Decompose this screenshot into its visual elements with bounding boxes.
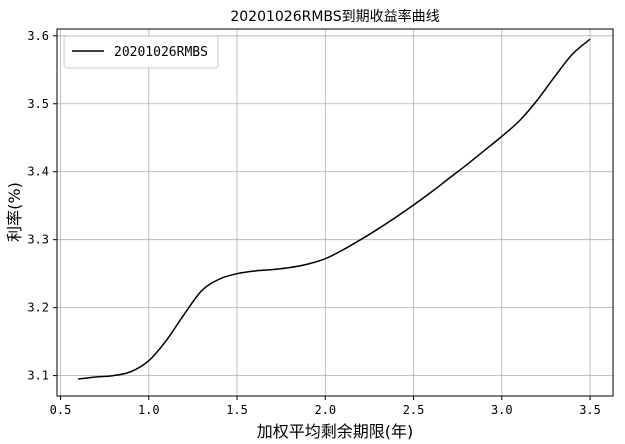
y-tick-label: 3.4 [27, 165, 49, 179]
x-tick-label: 3.0 [491, 403, 513, 417]
x-tick-label: 1.5 [226, 403, 248, 417]
series-layer [78, 38, 591, 380]
x-axis-label: 加权平均剩余期限(年) [257, 422, 414, 441]
x-tick-label: 3.5 [579, 403, 601, 417]
y-tick-label: 3.2 [27, 301, 49, 315]
plot-frame [56, 28, 614, 397]
x-tick-label: 2.0 [314, 403, 336, 417]
x-axis-ticks: 0.5 1.0 1.5 2.0 2.5 3.0 3.5 [50, 396, 601, 417]
legend: 20201026RMBS [63, 35, 219, 69]
y-tick-label: 3.5 [27, 97, 49, 111]
x-tick-label: 2.5 [403, 403, 425, 417]
series-line [78, 38, 591, 380]
x-tick-label: 1.0 [138, 403, 160, 417]
x-tick-label: 0.5 [50, 403, 72, 417]
y-tick-label: 3.1 [27, 369, 49, 383]
chart-title: 20201026RMBS到期收益率曲线 [230, 8, 439, 25]
legend-box [63, 35, 219, 69]
y-axis-ticks: 3.1 3.2 3.3 3.4 3.5 3.6 [27, 29, 57, 383]
y-tick-label: 3.3 [27, 233, 49, 247]
y-axis-label: 利率(%) [5, 182, 24, 242]
legend-label: 20201026RMBS [114, 45, 208, 60]
y-tick-label: 3.6 [27, 29, 49, 43]
grid-lines [57, 29, 613, 396]
